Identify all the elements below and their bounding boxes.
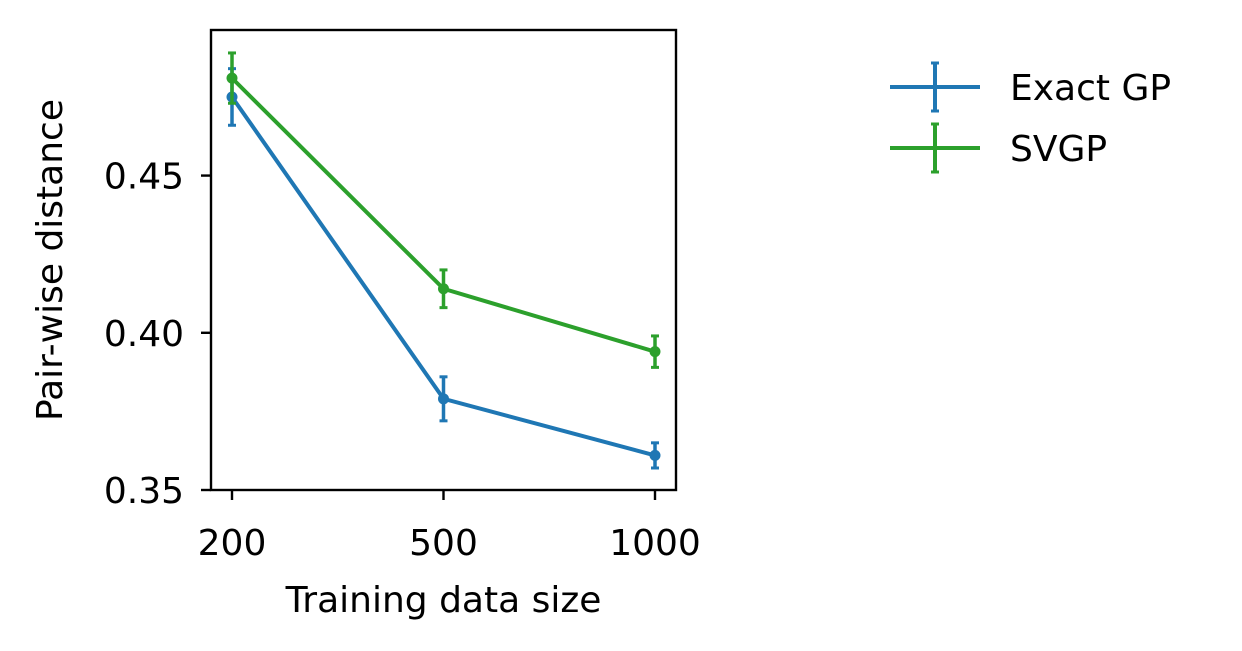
y-axis: 0.35 0.40 0.45	[104, 157, 211, 512]
legend-item-exact-gp: Exact GP	[890, 61, 1171, 113]
legend-item-svgp: SVGP	[890, 122, 1107, 174]
y-axis-label: Pair-wise distance	[30, 99, 71, 421]
x-axis: 200 500 1000	[198, 490, 701, 564]
x-tick-label: 200	[198, 523, 267, 564]
data-point-svgp	[226, 72, 238, 84]
legend: Exact GP SVGP	[890, 61, 1171, 174]
data-point-exact-gp	[649, 449, 661, 461]
y-tick-label: 0.45	[104, 157, 184, 198]
data-point-svgp	[438, 283, 449, 295]
legend-label: SVGP	[1010, 129, 1107, 170]
series-line-svgp	[230, 76, 656, 354]
data-point-exact-gp	[438, 393, 449, 405]
legend-label: Exact GP	[1010, 68, 1171, 109]
data-point-svgp	[649, 346, 661, 358]
x-tick-label: 500	[409, 523, 478, 564]
y-tick-label: 0.35	[104, 471, 184, 512]
y-tick-label: 0.40	[104, 314, 184, 355]
plot-area	[226, 51, 661, 470]
x-axis-label: Training data size	[285, 580, 602, 621]
x-tick-label: 1000	[609, 523, 701, 564]
